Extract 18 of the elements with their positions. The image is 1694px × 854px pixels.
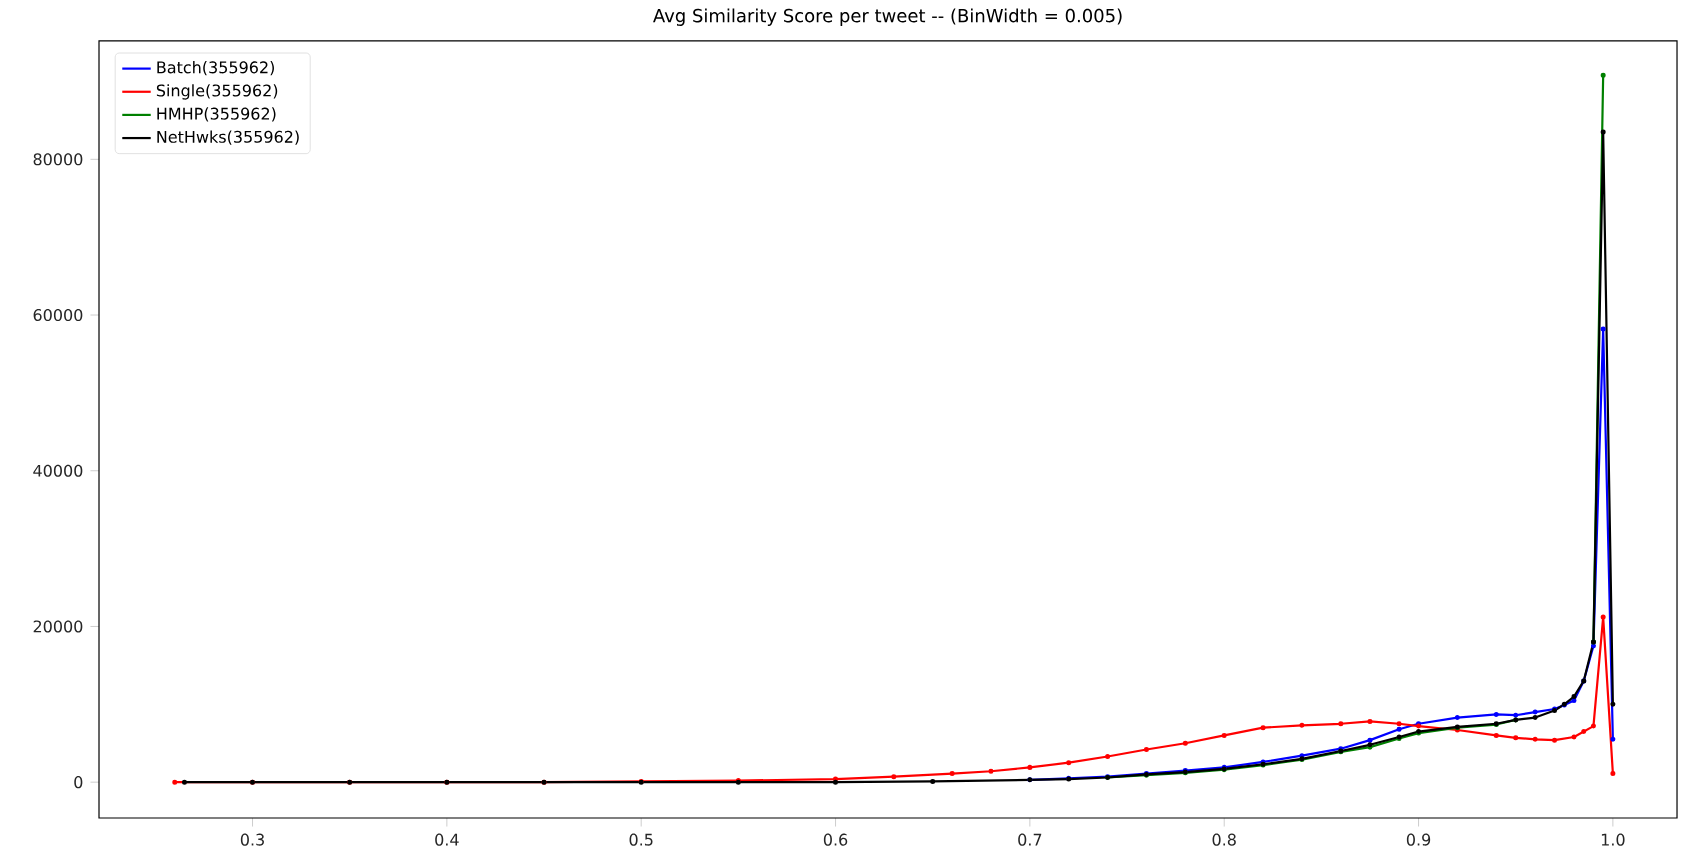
chart-title: Avg Similarity Score per tweet -- (BinWidth = 0.005) <box>653 8 1122 26</box>
x-tick-label: 1.0 <box>1601 833 1625 846</box>
legend-label: NetHwks(355962) <box>157 130 299 145</box>
x-tick-label: 0.7 <box>1018 833 1042 846</box>
y-tick-label: 20000 <box>33 620 83 633</box>
x-tick-label: 0.5 <box>629 833 653 846</box>
y-tick-label: 40000 <box>33 464 83 477</box>
x-tick-label: 0.8 <box>1212 833 1236 846</box>
x-tick-label: 0.6 <box>823 833 848 846</box>
y-tick-label: 80000 <box>33 153 83 166</box>
x-tick-label: 0.4 <box>435 833 459 846</box>
y-tick-label: 60000 <box>33 308 83 322</box>
x-tick-label: 0.3 <box>240 833 264 846</box>
legend-label: HMHP(355962) <box>157 107 276 122</box>
y-tick-label: 0 <box>74 776 83 789</box>
legend-label: Batch(355962) <box>157 61 274 76</box>
legend-label: Single(355962) <box>156 84 278 100</box>
x-tick-label: 0.9 <box>1406 833 1431 846</box>
